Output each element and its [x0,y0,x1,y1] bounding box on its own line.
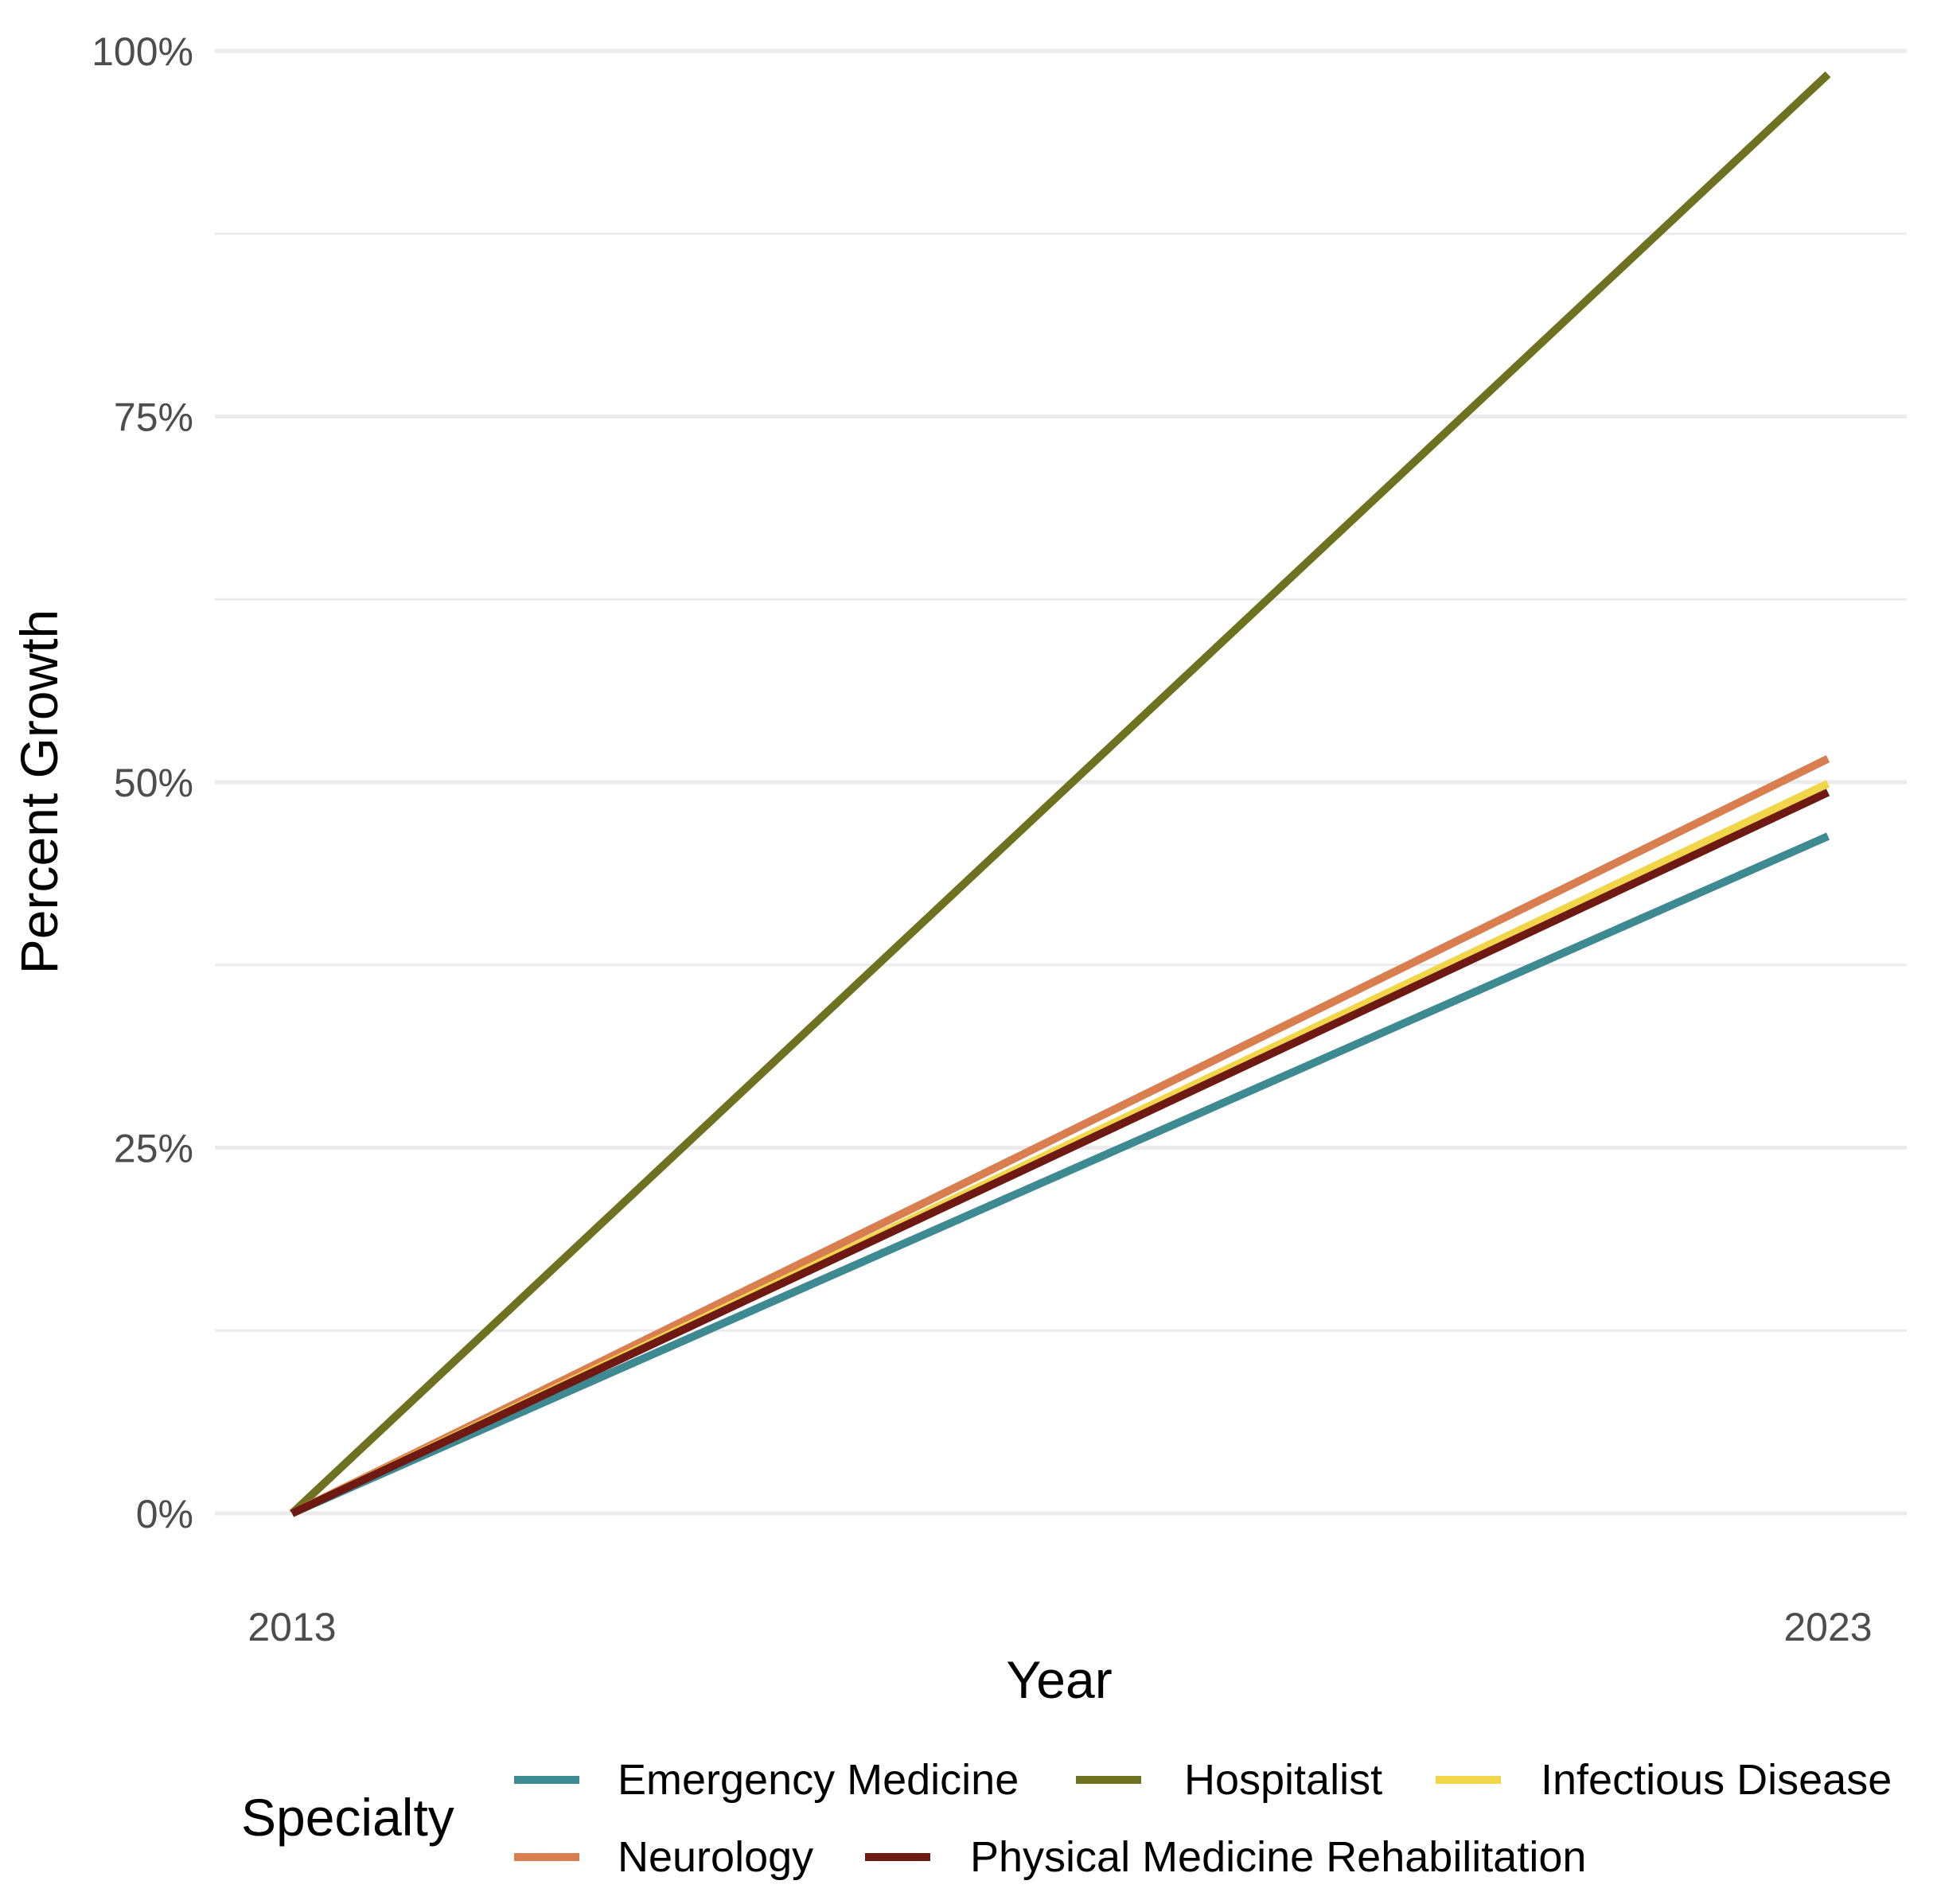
x-tick-label: 2013 [247,1605,336,1649]
y-axis-title: Percent Growth [10,609,68,975]
legend: Specialty Emergency Medicine Hospitalist I… [241,1756,1892,1881]
x-axis-title: Year [1006,1650,1112,1709]
y-tick-label: 0% [136,1492,193,1536]
legend-label-neurology: Neurology [618,1833,813,1881]
series-line-physical-medicine-rehabilitation [290,788,1830,1517]
x-tick-label: 2023 [1783,1605,1872,1649]
y-tick-label: 50% [114,761,193,805]
series-lines [289,71,1831,1517]
legend-label-infectious-disease: Infectious Disease [1541,1756,1892,1804]
y-tick-label: 75% [114,395,193,440]
series-line-hospitalist [289,71,1831,1517]
legend-label-physical-medicine-rehabilitation: Physical Medicine Rehabilitation [970,1833,1586,1881]
gridlines [215,49,1907,1516]
legend-title: Specialty [241,1788,454,1847]
series-line-emergency-medicine [290,832,1830,1517]
x-axis-ticks: 2013 2023 [247,1605,1872,1649]
y-tick-label: 25% [114,1127,193,1171]
legend-label-emergency-medicine: Emergency Medicine [618,1756,1019,1804]
legend-label-hospitalist: Hospitalist [1184,1756,1382,1804]
y-tick-label: 100% [92,29,193,74]
y-axis-ticks: 0% 25% 50% 75% 100% [92,29,193,1536]
